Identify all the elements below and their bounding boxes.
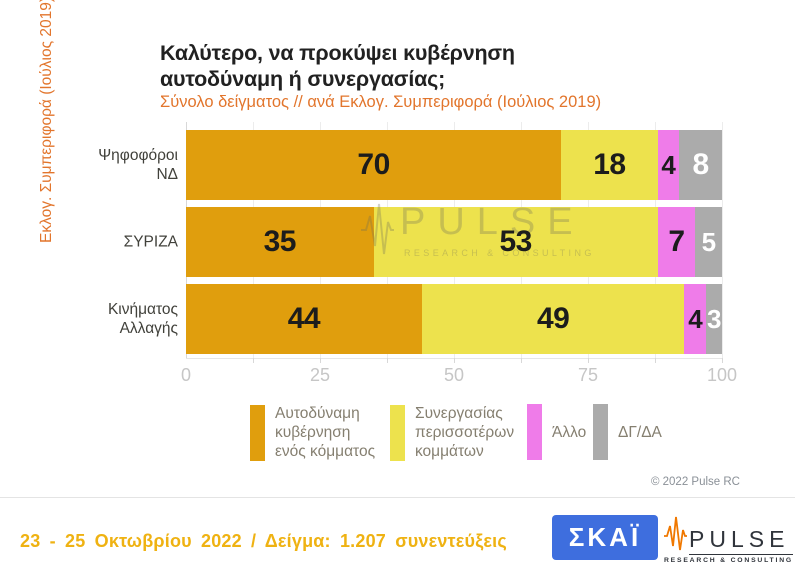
legend-label: Άλλο bbox=[552, 423, 587, 441]
skai-logo: ΣΚΑΪ bbox=[552, 515, 658, 560]
gridline bbox=[722, 122, 723, 358]
bar-segment: 35 bbox=[186, 207, 374, 277]
x-tick-label: 50 bbox=[443, 365, 465, 385]
bar-segment: 5 bbox=[695, 207, 722, 277]
legend-item: Αυτοδύναμη κυβέρνηση ενός κόμματος bbox=[250, 404, 375, 461]
category-label: Ψηφοφόροι ΝΔ bbox=[98, 147, 178, 183]
legend-label: Αυτοδύναμη κυβέρνηση ενός κόμματος bbox=[275, 405, 376, 460]
x-tick-label: 75 bbox=[577, 365, 599, 385]
copyright-note: © 2022 Pulse RC bbox=[650, 476, 740, 488]
bar-value-label: 35 bbox=[263, 225, 297, 258]
axis-tick bbox=[320, 358, 321, 363]
bar-segment: 3 bbox=[705, 284, 722, 354]
x-tick-label: 25 bbox=[309, 365, 331, 385]
bar-value-label: 5 bbox=[701, 226, 716, 257]
bar-value-label: 3 bbox=[706, 303, 721, 334]
bar-value-label: 4 bbox=[688, 303, 703, 334]
bar-row: 35 53 7 5 bbox=[186, 207, 722, 277]
legend-item: Άλλο bbox=[527, 404, 586, 460]
bar-value-label: 18 bbox=[593, 148, 626, 181]
bar-value-label: 8 bbox=[692, 148, 709, 181]
fieldwork-note: 23 - 25 Οκτωβρίου 2022 / Δείγμα: 1.207 σ… bbox=[20, 531, 507, 551]
bar-value-label: 7 bbox=[668, 225, 685, 258]
chart-title-line1: Καλύτερο, να προκύψει κυβέρνηση bbox=[160, 41, 515, 65]
bar-segment: 7 bbox=[657, 207, 696, 277]
chart-title-line2: αυτοδύναμη ή συνεργασίας; bbox=[160, 67, 446, 91]
bar-value-label: 70 bbox=[357, 148, 390, 181]
bar-segment: 4 bbox=[657, 130, 680, 200]
legend-swatch bbox=[390, 404, 405, 461]
bar-row: 70 18 4 8 bbox=[186, 130, 722, 200]
category-label: Κινήματος Αλλαγής bbox=[107, 301, 178, 337]
bar-value-label: 4 bbox=[661, 149, 676, 180]
axis-tick bbox=[722, 358, 723, 363]
bar-value-label: 53 bbox=[499, 225, 532, 258]
bar-segment: 8 bbox=[679, 130, 722, 200]
pulse-logo-rule bbox=[689, 554, 793, 555]
chart-title: Καλύτερο, να προκύψει κυβέρνηση αυτοδύνα… bbox=[160, 40, 515, 92]
legend-swatch bbox=[527, 404, 542, 460]
bar-segment: 4 bbox=[684, 284, 706, 354]
category-label: ΣΥΡΙΖΑ bbox=[123, 233, 178, 251]
legend-swatch bbox=[593, 404, 608, 460]
axis-tick bbox=[588, 358, 589, 363]
pulse-logo-tagline: RESEARCH & CONSULTING bbox=[663, 557, 793, 564]
bar-segment: 70 bbox=[186, 130, 562, 200]
axis-tick bbox=[655, 358, 656, 363]
bar-segment: 18 bbox=[561, 130, 658, 200]
bar-segment: 53 bbox=[373, 207, 658, 277]
plot-area: 0 25 50 75 100 70 18 4 8 35 53 7 5 44 49 4 3 bbox=[181, 122, 737, 385]
bar-segment: 49 bbox=[421, 284, 685, 354]
axis-tick bbox=[454, 358, 455, 363]
chart-subtitle: Σύνολο δείγματος // ανά Εκλογ. Συμπεριφο… bbox=[160, 93, 602, 111]
pulse-logo-name: PULSE bbox=[689, 526, 790, 552]
pulse-logo: PULSE RESEARCH & CONSULTING bbox=[663, 514, 793, 564]
legend-label: Συνεργασίας περισσοτέρων κομμάτων bbox=[415, 405, 515, 460]
bar-row: 44 49 4 3 bbox=[186, 284, 722, 354]
pulse-logo-waveform-icon bbox=[664, 516, 687, 551]
x-tick-label: 100 bbox=[706, 365, 738, 385]
axis-tick bbox=[253, 358, 254, 363]
legend-swatch bbox=[250, 404, 265, 461]
axis-tick bbox=[521, 358, 522, 363]
legend-item: Συνεργασίας περισσοτέρων κομμάτων bbox=[390, 404, 514, 461]
bar-value-label: 44 bbox=[287, 302, 321, 335]
bar-segment: 44 bbox=[186, 284, 422, 354]
x-tick-label: 0 bbox=[180, 365, 192, 385]
axis-tick bbox=[387, 358, 388, 363]
footer-divider bbox=[0, 497, 795, 498]
legend-item: ΔΓ/ΔΑ bbox=[593, 404, 662, 460]
legend-label: ΔΓ/ΔΑ bbox=[618, 423, 662, 441]
bar-value-label: 49 bbox=[536, 302, 570, 335]
